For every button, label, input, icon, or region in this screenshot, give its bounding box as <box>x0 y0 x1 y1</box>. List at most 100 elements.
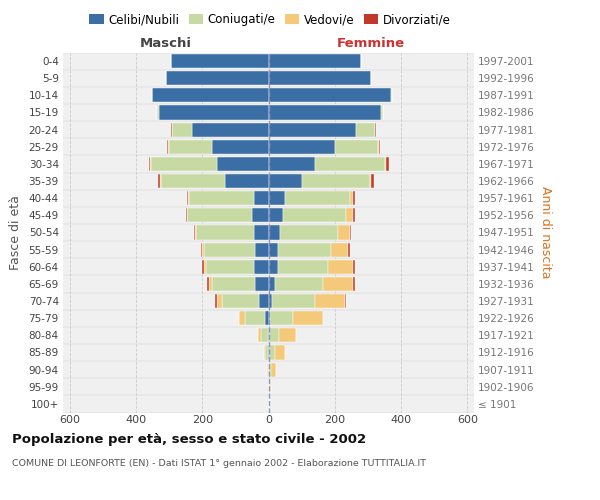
Bar <box>269 122 356 136</box>
Text: Popolazione per età, sesso e stato civile - 2002: Popolazione per età, sesso e stato civil… <box>12 432 366 446</box>
Bar <box>212 277 255 291</box>
Bar <box>254 191 269 205</box>
Bar <box>328 260 353 274</box>
Text: COMUNE DI LEONFORTE (EN) - Dati ISTAT 1° gennaio 2002 - Elaborazione TUTTITALIA.: COMUNE DI LEONFORTE (EN) - Dati ISTAT 1°… <box>12 459 426 468</box>
Bar <box>267 362 268 376</box>
Bar <box>150 157 151 171</box>
Bar <box>149 157 150 171</box>
Bar <box>166 71 269 85</box>
Bar <box>217 294 222 308</box>
Bar <box>254 226 269 239</box>
Bar <box>200 242 202 256</box>
Bar <box>293 311 323 325</box>
Bar <box>338 226 350 239</box>
Bar <box>391 88 392 102</box>
Bar <box>345 294 346 308</box>
Bar <box>187 191 188 205</box>
Bar <box>171 122 172 136</box>
Text: Maschi: Maschi <box>140 37 192 50</box>
Bar <box>269 362 271 376</box>
Bar <box>261 328 268 342</box>
Bar <box>254 260 269 274</box>
Bar <box>204 260 206 274</box>
Bar <box>187 208 252 222</box>
Bar <box>188 191 189 205</box>
Bar <box>269 140 335 154</box>
Bar <box>270 380 271 394</box>
Bar <box>212 140 269 154</box>
Bar <box>302 174 370 188</box>
Bar <box>255 277 269 291</box>
Bar <box>207 277 209 291</box>
Bar <box>272 294 315 308</box>
Bar <box>192 122 269 136</box>
Bar <box>252 208 269 222</box>
Bar <box>239 311 245 325</box>
Bar <box>259 294 269 308</box>
Bar <box>348 242 350 256</box>
Bar <box>217 157 269 171</box>
Bar <box>269 294 272 308</box>
Bar <box>331 242 348 256</box>
Bar <box>280 226 338 239</box>
Bar <box>160 174 161 188</box>
Bar <box>269 191 285 205</box>
Bar <box>269 71 371 85</box>
Bar <box>269 380 270 394</box>
Bar <box>280 328 296 342</box>
Bar <box>375 122 376 136</box>
Bar <box>371 174 374 188</box>
Bar <box>167 140 169 154</box>
Bar <box>356 122 374 136</box>
Bar <box>269 226 280 239</box>
Bar <box>161 174 226 188</box>
Bar <box>268 362 269 376</box>
Bar <box>265 346 268 360</box>
Bar <box>269 328 280 342</box>
Bar <box>269 242 278 256</box>
Bar <box>268 328 269 342</box>
Bar <box>189 191 254 205</box>
Bar <box>209 277 212 291</box>
Bar <box>350 226 352 239</box>
Legend: Celibi/Nubili, Coniugati/e, Vedovi/e, Divorziati/e: Celibi/Nubili, Coniugati/e, Vedovi/e, Di… <box>85 8 455 31</box>
Bar <box>275 346 286 360</box>
Bar <box>353 260 355 274</box>
Bar <box>353 191 355 205</box>
Bar <box>270 311 293 325</box>
Bar <box>269 174 302 188</box>
Bar <box>353 277 355 291</box>
Bar <box>222 294 259 308</box>
Bar <box>385 157 386 171</box>
Bar <box>206 260 254 274</box>
Bar <box>283 208 346 222</box>
Y-axis label: Anni di nascita: Anni di nascita <box>539 186 551 279</box>
Bar <box>269 346 275 360</box>
Bar <box>245 311 265 325</box>
Bar <box>152 88 269 102</box>
Bar <box>195 226 196 239</box>
Bar <box>204 242 255 256</box>
Bar <box>386 157 389 171</box>
Bar <box>271 362 276 376</box>
Y-axis label: Fasce di età: Fasce di età <box>8 195 22 270</box>
Bar <box>269 106 381 120</box>
Bar <box>257 328 261 342</box>
Bar <box>157 106 159 120</box>
Bar <box>185 208 187 222</box>
Bar <box>226 174 269 188</box>
Bar <box>278 242 331 256</box>
Bar <box>278 260 328 274</box>
Bar <box>379 140 380 154</box>
Bar <box>269 311 270 325</box>
Bar <box>196 226 254 239</box>
Bar <box>151 157 217 171</box>
Bar <box>346 208 353 222</box>
Bar <box>263 346 265 360</box>
Bar <box>159 106 269 120</box>
Bar <box>265 311 269 325</box>
Bar <box>335 140 378 154</box>
Bar <box>269 208 283 222</box>
Bar <box>285 191 350 205</box>
Bar <box>315 294 345 308</box>
